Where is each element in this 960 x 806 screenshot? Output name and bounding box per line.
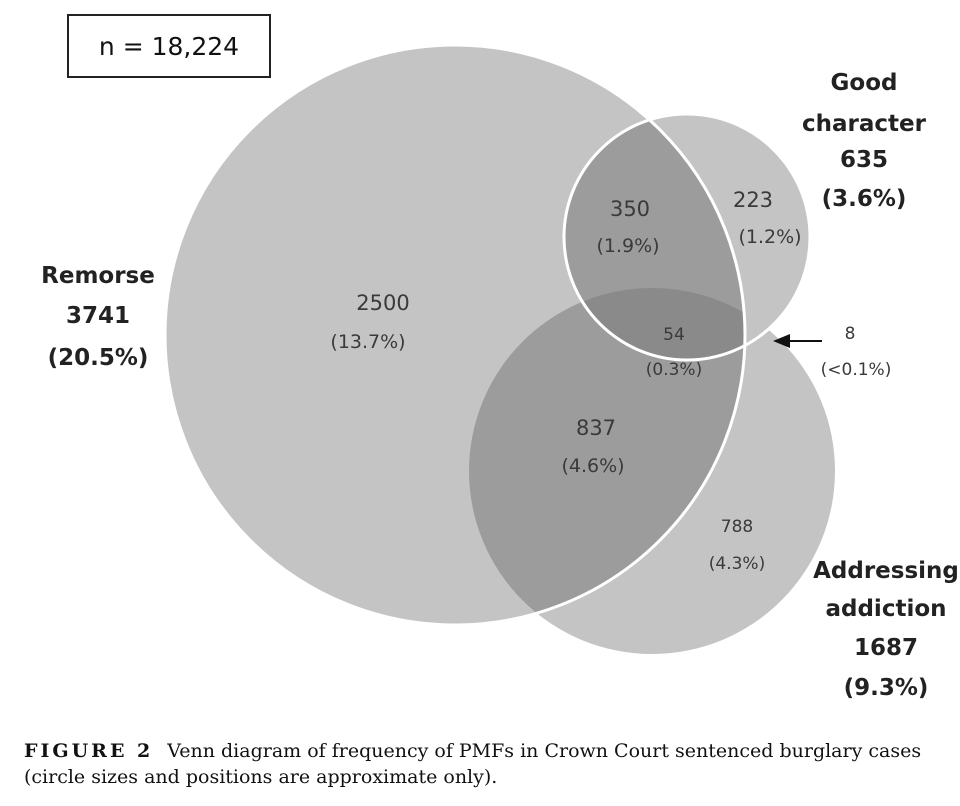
good-only-count: 223 (733, 188, 773, 212)
figure-caption: FIGURE 2 Venn diagram of frequency of PMF… (24, 738, 944, 790)
addiction-total: 1687 (854, 635, 918, 661)
figure-caption-text: Venn diagram of frequency of PMFs in Cro… (24, 740, 922, 788)
good-character-name-1: Good (831, 70, 898, 96)
good-character-outline (562, 112, 812, 362)
good-only-pct: (1.2%) (738, 226, 801, 248)
addiction-only-count: 788 (721, 517, 753, 537)
good-character-pct: (3.6%) (822, 186, 907, 212)
addiction-name-1: Addressing (813, 558, 959, 584)
good-addiction-pct: (<0.1%) (821, 360, 892, 380)
remorse-pct: (20.5%) (48, 345, 149, 371)
sample-size-box (67, 14, 271, 78)
addiction-only-pct: (4.3%) (709, 554, 765, 574)
all-three-count: 54 (663, 325, 685, 345)
sample-size-label: n = 18,224 (99, 32, 239, 61)
addiction-pct: (9.3%) (844, 675, 929, 701)
remorse-name: Remorse (41, 263, 155, 289)
all-three-pct: (0.3%) (646, 360, 702, 380)
remorse-only-count: 2500 (356, 291, 409, 315)
remorse-addiction-count: 837 (576, 416, 616, 440)
remorse-good-count: 350 (610, 197, 650, 221)
addiction-name-2: addiction (825, 596, 946, 622)
figure-label: FIGURE 2 (24, 740, 154, 762)
good-character-total: 635 (840, 147, 888, 173)
remorse-good-pct: (1.9%) (596, 235, 659, 257)
good-addiction-count: 8 (845, 324, 856, 344)
remorse-addiction-pct: (4.6%) (561, 455, 624, 477)
callout-arrow-icon (773, 334, 790, 348)
remorse-only-pct: (13.7%) (330, 331, 405, 353)
remorse-total: 3741 (66, 303, 130, 329)
remorse-outline (163, 43, 747, 627)
good-character-name-2: character (802, 111, 927, 137)
venn-diagram: n = 18,224 2500 (13.7%) 350 (1.9%) 223 (… (41, 14, 959, 701)
